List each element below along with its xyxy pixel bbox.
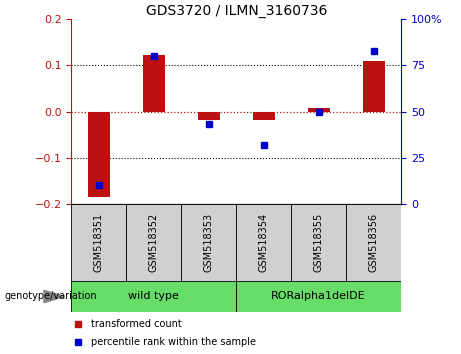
Polygon shape	[44, 290, 64, 303]
Bar	[71, 281, 236, 312]
Text: GSM518351: GSM518351	[94, 213, 104, 272]
Text: GSM518353: GSM518353	[204, 213, 214, 272]
Text: percentile rank within the sample: percentile rank within the sample	[91, 337, 256, 347]
Text: transformed count: transformed count	[91, 319, 182, 329]
Bar	[363, 61, 384, 112]
Title: GDS3720 / ILMN_3160736: GDS3720 / ILMN_3160736	[146, 5, 327, 18]
Bar	[307, 108, 330, 112]
Bar	[181, 204, 236, 281]
Bar	[253, 112, 275, 120]
Text: genotype/variation: genotype/variation	[5, 291, 97, 302]
Bar	[71, 204, 126, 281]
Bar	[126, 204, 181, 281]
Bar	[291, 204, 346, 281]
Text: GSM518356: GSM518356	[369, 213, 378, 272]
Bar	[143, 55, 165, 112]
Bar	[236, 281, 401, 312]
Bar	[236, 204, 291, 281]
Text: GSM518354: GSM518354	[259, 213, 269, 272]
Bar	[346, 204, 401, 281]
Text: GSM518352: GSM518352	[149, 213, 159, 272]
Bar	[88, 112, 110, 197]
Text: RORalpha1delDE: RORalpha1delDE	[272, 291, 366, 302]
Bar	[198, 112, 220, 120]
Text: wild type: wild type	[129, 291, 179, 302]
Text: GSM518355: GSM518355	[313, 213, 324, 272]
